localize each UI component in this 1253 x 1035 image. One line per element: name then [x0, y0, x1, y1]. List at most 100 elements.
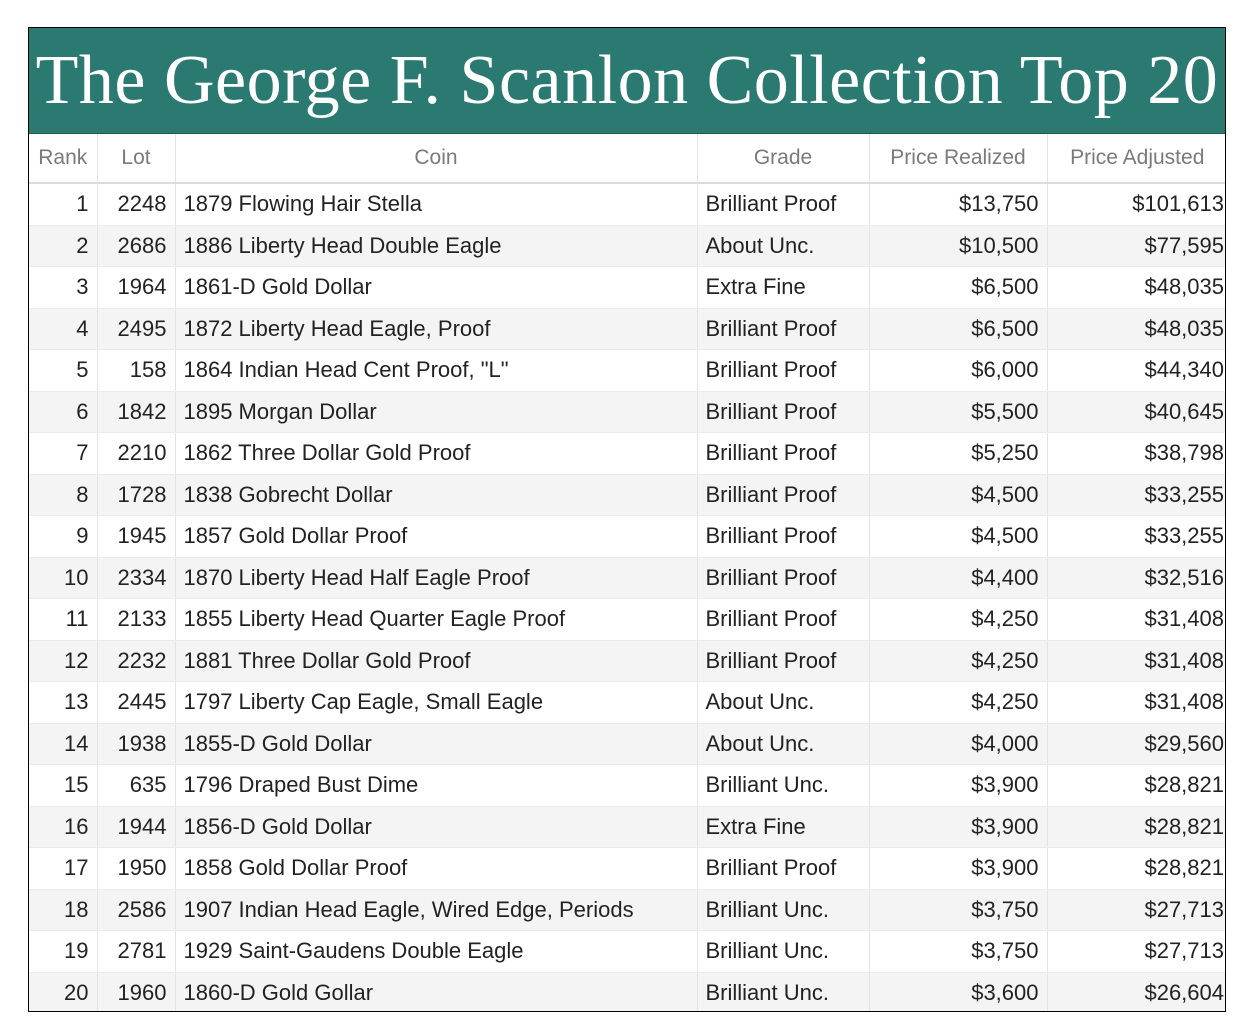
cell-price-adjusted: $38,798 — [1047, 432, 1225, 475]
cell-grade: Brilliant Proof — [697, 432, 870, 475]
cell-price-adjusted: $27,713 — [1047, 930, 1225, 973]
cell-rank: 18 — [29, 889, 98, 931]
cell-grade: Brilliant Unc. — [697, 972, 870, 1011]
cell-lot: 2232 — [97, 640, 176, 682]
table-row: 16 1944 1856-D Gold Dollar Extra Fine $3,900… — [29, 806, 1225, 848]
table-row: 14 1938 1855-D Gold Dollar About Unc. $4,000… — [29, 723, 1225, 765]
cell-rank: 4 — [29, 308, 98, 350]
cell-price-adjusted: $28,821 — [1047, 847, 1225, 890]
cell-rank: 10 — [29, 557, 98, 599]
cell-price-realized: $4,500 — [869, 515, 1048, 558]
cell-rank: 1 — [29, 183, 98, 226]
cell-rank: 2 — [29, 225, 98, 267]
cell-grade: Brilliant Proof — [697, 515, 870, 558]
column-header-price-adjusted: Price Adjusted — [1047, 134, 1225, 184]
cell-lot: 2248 — [97, 183, 176, 226]
table-row: 5 158 1864 Indian Head Cent Proof, "L" Bril… — [29, 349, 1225, 392]
cell-grade: About Unc. — [697, 723, 870, 765]
cell-coin: 1864 Indian Head Cent Proof, "L" — [175, 349, 698, 392]
cell-grade: Brilliant Proof — [697, 391, 870, 433]
cell-grade: Brilliant Unc. — [697, 764, 870, 807]
cell-lot: 2210 — [97, 432, 176, 475]
table-row: 10 2334 1870 Liberty Head Half Eagle Proof… — [29, 557, 1225, 599]
table-row: 4 2495 1872 Liberty Head Eagle, Proof Brill… — [29, 308, 1225, 350]
table-row: 7 2210 1862 Three Dollar Gold Proof Brillia… — [29, 432, 1225, 475]
cell-lot: 1728 — [97, 474, 176, 516]
cell-price-adjusted: $33,255 — [1047, 474, 1225, 516]
cell-grade: Brilliant Proof — [697, 847, 870, 890]
cell-price-adjusted: $48,035 — [1047, 266, 1225, 309]
cell-lot: 2495 — [97, 308, 176, 350]
table-row: 15 635 1796 Draped Bust Dime Brilliant Unc.… — [29, 764, 1225, 807]
cell-lot: 1944 — [97, 806, 176, 848]
cell-price-realized: $4,250 — [869, 598, 1048, 641]
cell-lot: 1938 — [97, 723, 176, 765]
cell-price-realized: $5,500 — [869, 391, 1048, 433]
cell-price-adjusted: $77,595 — [1047, 225, 1225, 267]
cell-coin: 1862 Three Dollar Gold Proof — [175, 432, 698, 475]
table-body: 1 2248 1879 Flowing Hair Stella Brilliant P… — [29, 183, 1225, 1011]
table-row: 13 2445 1797 Liberty Cap Eagle, Small Eagl… — [29, 681, 1225, 724]
cell-rank: 13 — [29, 681, 98, 724]
cell-price-realized: $6,500 — [869, 266, 1048, 309]
cell-price-realized: $4,250 — [869, 681, 1048, 724]
cell-lot: 1945 — [97, 515, 176, 558]
cell-price-realized: $3,750 — [869, 930, 1048, 973]
cell-grade: Brilliant Proof — [697, 349, 870, 392]
cell-lot: 158 — [97, 349, 176, 392]
cell-price-adjusted: $27,713 — [1047, 889, 1225, 931]
cell-lot: 2133 — [97, 598, 176, 641]
cell-coin: 1797 Liberty Cap Eagle, Small Eagle — [175, 681, 698, 724]
table-row: 6 1842 1895 Morgan Dollar Brilliant Proof $5… — [29, 391, 1225, 433]
cell-price-adjusted: $33,255 — [1047, 515, 1225, 558]
cell-grade: Brilliant Proof — [697, 308, 870, 350]
table-row: 12 2232 1881 Three Dollar Gold Proof Brilli… — [29, 640, 1225, 682]
cell-price-realized: $10,500 — [869, 225, 1048, 267]
cell-price-adjusted: $40,645 — [1047, 391, 1225, 433]
column-header-grade: Grade — [697, 134, 870, 184]
cell-price-adjusted: $101,613 — [1047, 183, 1225, 226]
cell-rank: 12 — [29, 640, 98, 682]
cell-price-adjusted: $31,408 — [1047, 598, 1225, 641]
cell-price-realized: $3,750 — [869, 889, 1048, 931]
table-row: 9 1945 1857 Gold Dollar Proof Brilliant Pro… — [29, 515, 1225, 558]
cell-lot: 2686 — [97, 225, 176, 267]
cell-coin: 1881 Three Dollar Gold Proof — [175, 640, 698, 682]
cell-rank: 16 — [29, 806, 98, 848]
cell-lot: 635 — [97, 764, 176, 807]
table-row: 2 2686 1886 Liberty Head Double Eagle About… — [29, 225, 1225, 267]
column-header-coin: Coin — [175, 134, 698, 184]
table-row: 18 2586 1907 Indian Head Eagle, Wired Edge… — [29, 889, 1225, 931]
cell-price-realized: $5,250 — [869, 432, 1048, 475]
cell-coin: 1907 Indian Head Eagle, Wired Edge, Peri… — [175, 889, 698, 931]
cell-rank: 8 — [29, 474, 98, 516]
cell-grade: Extra Fine — [697, 266, 870, 309]
cell-rank: 6 — [29, 391, 98, 433]
header-row: Rank Lot Coin Grade Price Realized Price… — [29, 134, 1225, 184]
cell-coin: 1858 Gold Dollar Proof — [175, 847, 698, 890]
table-row: 11 2133 1855 Liberty Head Quarter Eagle Pr… — [29, 598, 1225, 641]
cell-price-realized: $6,000 — [869, 349, 1048, 392]
cell-price-adjusted: $44,340 — [1047, 349, 1225, 392]
cell-lot: 2334 — [97, 557, 176, 599]
cell-price-realized: $3,900 — [869, 806, 1048, 848]
cell-lot: 2586 — [97, 889, 176, 931]
cell-coin: 1870 Liberty Head Half Eagle Proof — [175, 557, 698, 599]
cell-grade: Brilliant Proof — [697, 183, 870, 226]
cell-rank: 17 — [29, 847, 98, 890]
cell-rank: 3 — [29, 266, 98, 309]
cell-price-adjusted: $31,408 — [1047, 640, 1225, 682]
cell-coin: 1857 Gold Dollar Proof — [175, 515, 698, 558]
column-header-price-realized: Price Realized — [869, 134, 1048, 184]
cell-grade: About Unc. — [697, 681, 870, 724]
table-row: 20 1960 1860-D Gold Gollar Brilliant Unc. $3… — [29, 972, 1225, 1011]
cell-price-adjusted: $28,821 — [1047, 806, 1225, 848]
cell-price-realized: $4,250 — [869, 640, 1048, 682]
page-title: The George F. Scanlon Collection Top 20 — [29, 28, 1225, 134]
cell-coin: 1856-D Gold Dollar — [175, 806, 698, 848]
cell-price-realized: $3,900 — [869, 764, 1048, 807]
column-header-rank: Rank — [29, 134, 98, 184]
cell-price-realized: $3,900 — [869, 847, 1048, 890]
cell-coin: 1860-D Gold Gollar — [175, 972, 698, 1011]
cell-coin: 1872 Liberty Head Eagle, Proof — [175, 308, 698, 350]
